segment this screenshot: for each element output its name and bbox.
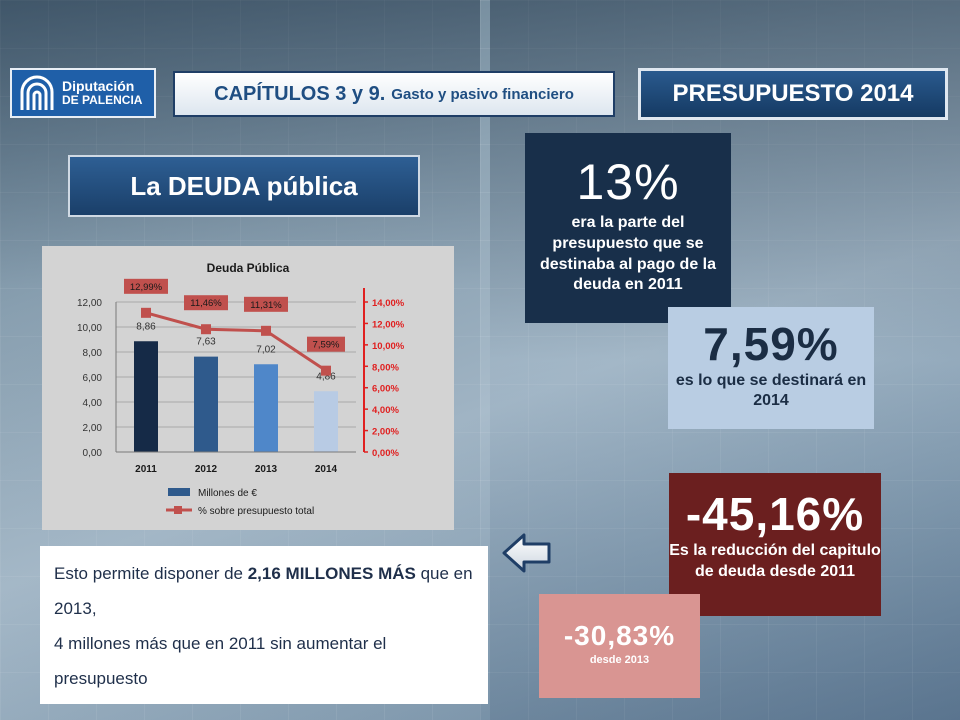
logo-line1: Diputación	[62, 77, 135, 94]
line-label-bg	[184, 295, 228, 311]
x-tick-label: 2012	[195, 464, 218, 475]
section-title: La DEUDA pública	[68, 155, 420, 217]
bar-2013	[254, 364, 278, 452]
callout-13-value: 13%	[576, 154, 680, 210]
y-left-tick-label: 10,00	[77, 323, 102, 334]
x-tick-label: 2011	[135, 464, 157, 475]
bar-2011	[134, 341, 158, 452]
callout-13-percent: 13% era la parte del presupuesto que se …	[525, 133, 731, 323]
y-right-tick-label: 8,00%	[372, 362, 399, 373]
line-point-2013	[261, 325, 271, 336]
deuda-chart: Deuda Pública 0,00 2,00 4,00 6,00 8,00 10,00 12…	[42, 246, 454, 530]
logo-line2: DE PALENCIA	[62, 93, 143, 108]
chart-title: Deuda Pública	[207, 261, 290, 275]
y-right-tick-label: 0,00%	[372, 448, 399, 459]
callout-759-value: 7,59%	[703, 318, 839, 370]
bar-label-2011: 8,86	[136, 321, 156, 332]
callout-13-text: era la parte del presupuesto que se dest…	[539, 214, 717, 294]
y-right-tick-label: 14,00%	[372, 298, 405, 309]
line-label-bg	[307, 336, 345, 352]
line-label-bg	[244, 296, 288, 312]
chapter-main: CAPÍTULOS 3 y 9.	[214, 82, 386, 105]
y-left-tick-label: 0,00	[83, 448, 103, 459]
chapter-sub: Gasto y pasivo financiero	[391, 85, 574, 103]
y-left-tick-label: 4,00	[83, 398, 103, 409]
summary-part1: Esto permite disponer de	[54, 564, 248, 583]
bar-label-2014: 4,86	[316, 371, 336, 382]
x-tick-label: 2014	[315, 464, 338, 475]
line-series-percent	[145, 311, 327, 372]
chapter-title: CAPÍTULOS 3 y 9. Gasto y pasivo financie…	[173, 71, 615, 117]
y-left-tick-label: 12,00	[77, 298, 102, 309]
callout-4516-text: Es la reducción del capitulo de deuda de…	[669, 542, 881, 580]
y-right-tick-label: 2,00%	[372, 427, 399, 438]
legend-line-label: % sobre presupuesto total	[198, 506, 314, 517]
y-right-tick-label: 6,00%	[372, 384, 399, 395]
line-label-2011: 12,99%	[130, 282, 163, 293]
bar-2012	[194, 356, 218, 452]
callout-3083-value: -30,83%	[563, 620, 676, 651]
line-point-2012	[201, 324, 211, 335]
bar-label-2012: 7,63	[196, 337, 216, 348]
callout-759-percent: 7,59% es lo que se destinará en 2014	[668, 307, 874, 429]
legend-line-marker	[174, 506, 182, 514]
left-arrow-icon	[502, 533, 551, 573]
y-left-tick-label: 6,00	[83, 373, 103, 384]
line-label-2014: 7,59%	[313, 340, 340, 351]
legend-bar-swatch	[168, 488, 190, 496]
legend-bar-label: Millones de €	[198, 488, 257, 499]
line-label-bg	[124, 278, 168, 294]
y-right-tick-label: 4,00%	[372, 405, 399, 416]
line-point-2011	[141, 307, 151, 318]
line-label-2013: 11,31%	[250, 300, 282, 311]
diputacion-logo: Diputación DE PALENCIA	[10, 68, 156, 118]
x-tick-label: 2013	[255, 464, 278, 475]
logo-arch-icon	[20, 75, 54, 110]
summary-text-box: Esto permite disponer de 2,16 MILLONES M…	[40, 546, 488, 704]
summary-bold: 2,16 MILLONES MÁS	[247, 564, 416, 583]
callout-759-text: es lo que se destinará en 2014	[675, 372, 867, 409]
callout-3083-percent: -30,83% desde 2013	[539, 594, 700, 698]
callout-4516-percent: -45,16% Es la reducción del capitulo de …	[669, 473, 881, 616]
y-left-tick-label: 8,00	[83, 348, 103, 359]
callout-3083-text: desde 2013	[589, 654, 650, 666]
presupuesto-title: PRESUPUESTO 2014	[638, 68, 948, 120]
summary-line2: 4 millones más que en 2011 sin aumentar …	[54, 634, 387, 688]
y-right-tick-label: 10,00%	[372, 341, 405, 352]
y-right-tick-label: 12,00%	[372, 319, 405, 330]
line-point-2014	[321, 365, 331, 376]
bar-2014	[314, 391, 338, 452]
bar-label-2013: 7,02	[256, 344, 276, 355]
callout-4516-value: -45,16%	[685, 488, 865, 540]
y-left-tick-label: 2,00	[83, 423, 103, 434]
chart-svg: Deuda Pública 0,00 2,00 4,00 6,00 8,00 10,00 12…	[77, 261, 405, 517]
summary-part2: que en 2013,	[54, 564, 473, 618]
line-label-2012: 11,46%	[190, 298, 222, 309]
